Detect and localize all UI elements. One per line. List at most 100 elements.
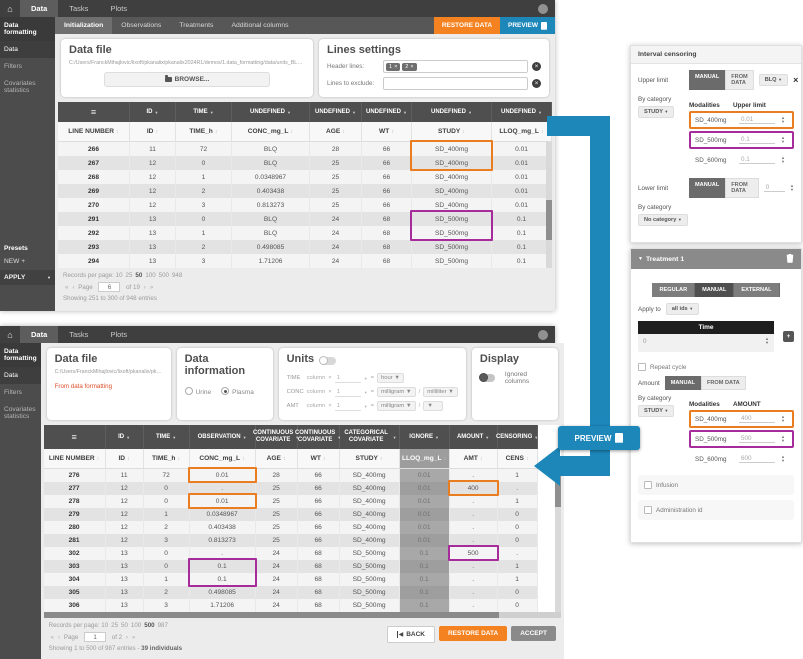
records-per-page-option[interactable]: 50 bbox=[135, 272, 143, 279]
mode-regular-button[interactable]: REGULAR bbox=[652, 283, 696, 297]
help-icon[interactable] bbox=[538, 3, 548, 14]
upper-manual-button[interactable]: MANUAL bbox=[689, 70, 726, 90]
records-per-page-option[interactable]: 100 bbox=[145, 272, 156, 279]
column-header[interactable]: TIME_h ↕ bbox=[143, 449, 190, 469]
amount-input[interactable]: 600 bbox=[739, 455, 775, 463]
unit-select[interactable]: milliliter ▼ bbox=[423, 387, 458, 397]
from-data-formatting-link[interactable]: From data formatting bbox=[54, 383, 113, 390]
radio-plasma[interactable]: Plasma bbox=[221, 387, 254, 396]
mode-manual-button[interactable]: MANUAL bbox=[695, 283, 735, 297]
sort-icon[interactable]: ↕ bbox=[127, 455, 130, 462]
last-page-icon[interactable]: » bbox=[149, 284, 154, 291]
new-preset-button[interactable]: NEW + bbox=[4, 258, 26, 265]
page-input[interactable]: 1 bbox=[84, 632, 107, 642]
mode-external-button[interactable]: EXTERNAL bbox=[734, 283, 780, 297]
lower-limit-input[interactable]: 0 bbox=[763, 184, 786, 192]
chevron-down-icon[interactable]: ▼ bbox=[363, 375, 368, 381]
unit-select[interactable]: milligram ▼ bbox=[377, 387, 416, 397]
vertical-scrollbar[interactable] bbox=[554, 469, 561, 612]
sidebar-item-data[interactable]: Data bbox=[0, 367, 41, 384]
column-group-header[interactable]: CENSORING ▼ bbox=[496, 425, 538, 449]
apply-preset-button[interactable]: APPLY ▼ bbox=[0, 270, 55, 285]
remove-tag-icon[interactable]: × bbox=[410, 63, 414, 70]
amount-from-data-button[interactable]: FROM DATA bbox=[700, 376, 746, 390]
unit-select[interactable]: milligram ▼ bbox=[377, 401, 416, 411]
add-time-button[interactable]: + bbox=[783, 331, 794, 342]
lower-manual-button[interactable]: MANUAL bbox=[689, 178, 726, 198]
column-group-header[interactable]: UNDEFINED ▼ bbox=[310, 102, 362, 122]
administration-id-checkbox[interactable] bbox=[644, 506, 652, 514]
column-group-header[interactable]: UNDEFINED ▼ bbox=[362, 102, 412, 122]
column-header[interactable]: AMT ↕ bbox=[449, 449, 498, 469]
close-icon[interactable]: × bbox=[793, 75, 799, 85]
chevron-down-icon[interactable]: ▼ bbox=[363, 403, 368, 409]
column-header[interactable]: LINE NUMBER ↕ bbox=[58, 122, 130, 142]
clear-icon[interactable]: × bbox=[532, 79, 541, 88]
stepper-icon[interactable]: ▲ ▼ bbox=[781, 135, 785, 144]
home-icon[interactable]: ⌂ bbox=[7, 329, 13, 340]
column-header[interactable]: WT ↕ bbox=[362, 122, 412, 142]
nav-tab-plots[interactable]: Plots bbox=[110, 4, 128, 13]
column-group-header[interactable]: OBSERVATION ▼ bbox=[189, 425, 256, 449]
nav-tab-plots[interactable]: Plots bbox=[110, 330, 128, 339]
sort-icon[interactable]: ↕ bbox=[96, 455, 100, 462]
no-category-select[interactable]: No category ▼ bbox=[638, 214, 688, 226]
records-per-page-option[interactable]: 25 bbox=[111, 622, 119, 629]
sidebar-section-data-formatting[interactable]: Data formatting bbox=[0, 17, 55, 41]
column-group-header[interactable]: IGNORE ▼ bbox=[399, 425, 450, 449]
first-page-icon[interactable]: « bbox=[65, 284, 69, 291]
column-header[interactable]: LLOQ_mg_L ↕ bbox=[492, 122, 552, 142]
next-page-icon[interactable]: › bbox=[143, 284, 146, 291]
restore-data-button[interactable]: RESTORE DATA bbox=[433, 17, 501, 34]
sort-icon[interactable]: ↕ bbox=[540, 128, 544, 135]
column-header[interactable]: LLOQ_mg_L ↕ bbox=[399, 449, 450, 469]
nav-tab-tasks[interactable]: Tasks bbox=[69, 4, 89, 13]
sort-icon[interactable]: ↕ bbox=[379, 455, 383, 462]
unit-select[interactable]: ▼ bbox=[423, 401, 444, 411]
first-page-icon[interactable]: « bbox=[50, 634, 55, 641]
tab-observations[interactable]: Observations bbox=[121, 22, 162, 29]
column-group-header[interactable]: UNDEFINED ▼ bbox=[492, 102, 552, 122]
records-per-page-option[interactable]: 500 bbox=[158, 272, 169, 279]
ignored-columns-toggle[interactable] bbox=[478, 373, 495, 382]
column-header[interactable]: ID ↕ bbox=[105, 449, 144, 469]
horizontal-scrollbar[interactable] bbox=[43, 612, 561, 618]
sort-icon[interactable]: ↕ bbox=[443, 455, 447, 462]
column-header[interactable]: CONC_mg_L ↕ bbox=[232, 122, 310, 142]
next-page-icon[interactable]: › bbox=[125, 634, 128, 641]
column-group-header[interactable]: CATEGORICAL COVARIATE ▼ bbox=[339, 425, 400, 449]
upper-limit-input[interactable]: 0.1 bbox=[739, 156, 775, 164]
records-per-page-option[interactable]: 948 bbox=[171, 272, 183, 279]
apply-to-select[interactable]: all ids ▼ bbox=[665, 303, 700, 315]
sidebar-item-data[interactable]: Data bbox=[0, 41, 55, 58]
records-per-page-option[interactable]: 987 bbox=[157, 622, 168, 629]
sort-icon[interactable]: ↕ bbox=[290, 128, 294, 135]
table-menu[interactable]: ≡ bbox=[43, 425, 106, 449]
column-header[interactable]: LINE NUMBER ↕ bbox=[43, 449, 106, 469]
time-value-input[interactable]: 0 bbox=[643, 337, 647, 345]
help-icon[interactable] bbox=[538, 329, 548, 340]
nav-tab-data[interactable]: Data bbox=[20, 0, 59, 17]
column-header[interactable]: AGE ↕ bbox=[255, 449, 298, 469]
clear-icon[interactable]: × bbox=[532, 62, 541, 71]
stepper-icon[interactable]: ▲ ▼ bbox=[765, 336, 769, 345]
upper-limit-input[interactable]: 0.01 bbox=[739, 116, 775, 124]
tab-initialization[interactable]: Initialization bbox=[55, 17, 113, 34]
column-group-header[interactable]: UNDEFINED ▼ bbox=[232, 102, 310, 122]
sidebar-item-filters[interactable]: Filters bbox=[4, 389, 22, 396]
amount-input[interactable]: 500 bbox=[739, 435, 775, 443]
records-per-page-option[interactable]: 100 bbox=[130, 622, 142, 629]
vertical-scrollbar[interactable] bbox=[546, 142, 552, 268]
header-lines-input[interactable]: 1 × 2 × bbox=[383, 60, 528, 73]
column-header[interactable]: CENS ↕ bbox=[497, 449, 538, 469]
menu-icon[interactable]: ≡ bbox=[71, 431, 77, 442]
column-group-header[interactable]: AMOUNT ▼ bbox=[449, 425, 498, 449]
stepper-icon[interactable]: ▲ ▼ bbox=[781, 155, 785, 164]
column-header[interactable]: AGE ↕ bbox=[310, 122, 362, 142]
sort-icon[interactable]: ↕ bbox=[479, 455, 483, 462]
blq-tag-select[interactable]: BLQ ▼ bbox=[758, 74, 789, 86]
tab-treatments[interactable]: Treatments bbox=[179, 22, 214, 29]
sort-icon[interactable]: ↕ bbox=[116, 128, 119, 135]
menu-icon[interactable]: ≡ bbox=[90, 106, 97, 117]
column-header[interactable]: TIME_h ↕ bbox=[176, 122, 232, 142]
